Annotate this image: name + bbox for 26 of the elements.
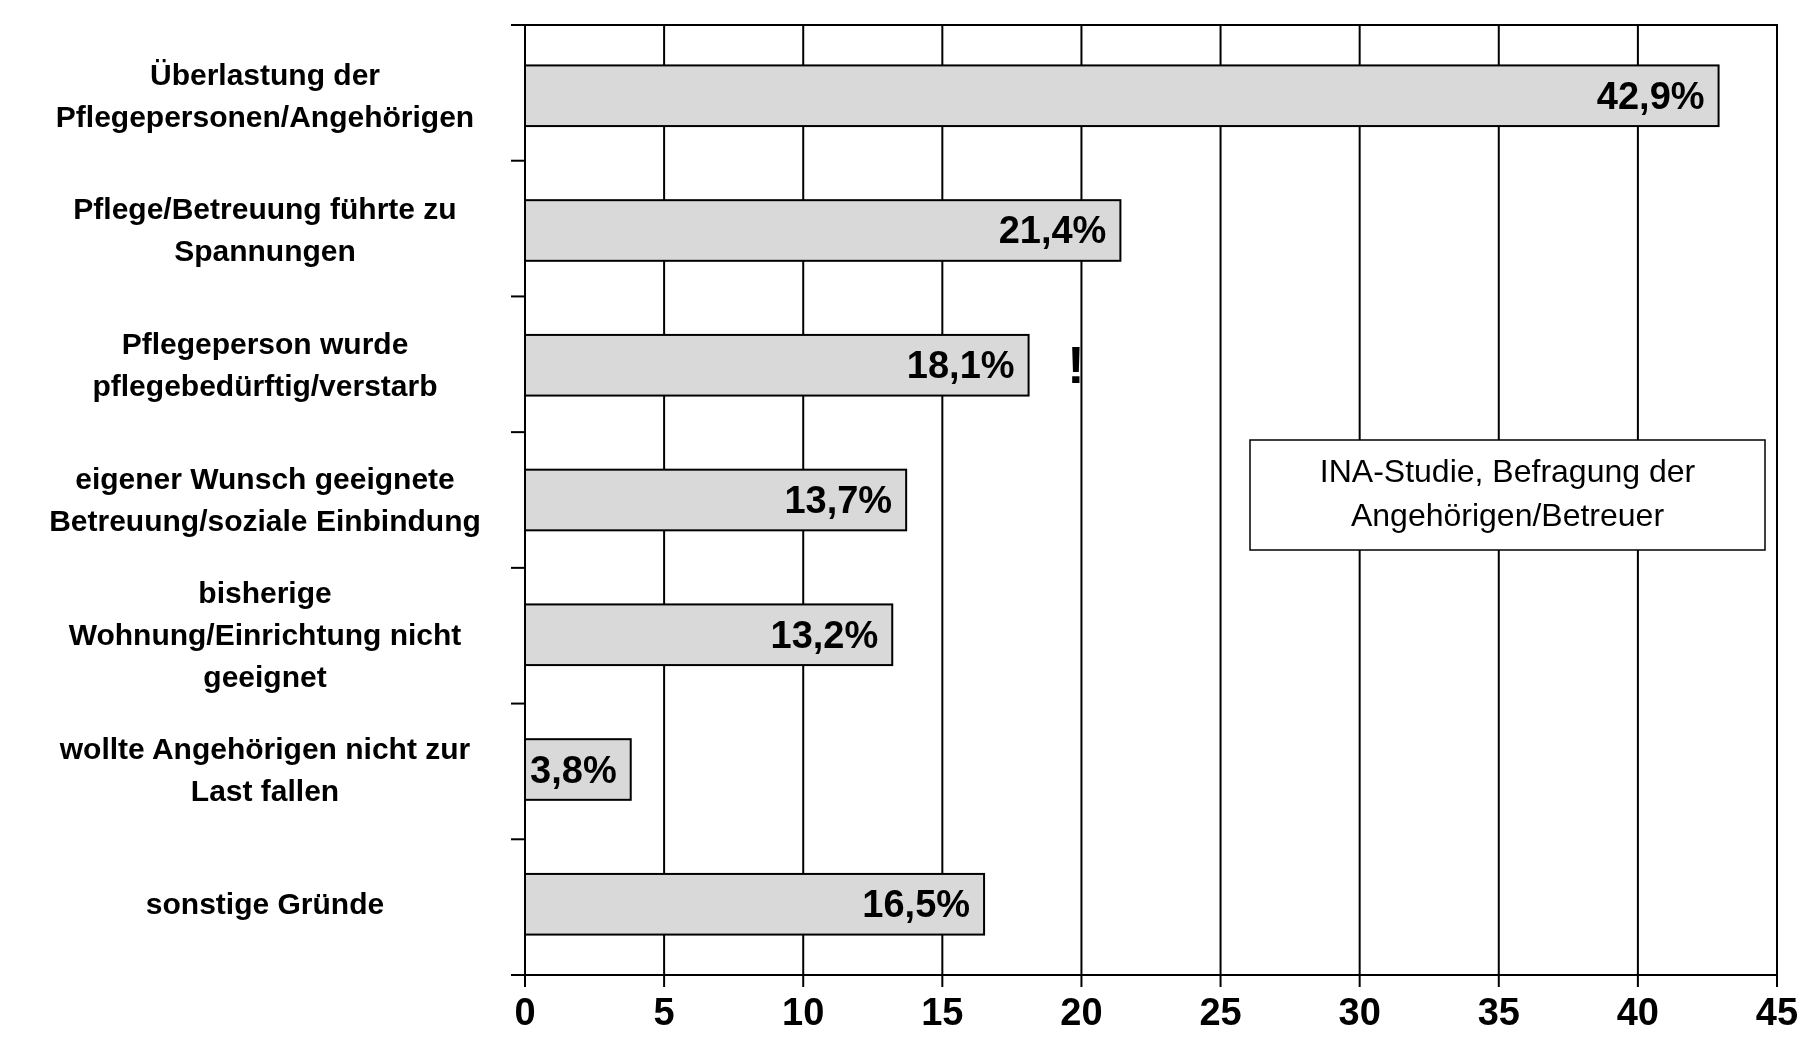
x-tick-label: 5 xyxy=(653,991,675,1033)
y-tick-label: Pflegeperson wurde pflegebedürftig/verstarb xyxy=(92,327,438,403)
annotation: INA-Studie, Befragung der Angehörigen/Betreuer xyxy=(1319,453,1696,533)
x-tick-label: 45 xyxy=(1755,991,1799,1033)
y-tick-label: bisherige Wohnung/Einrichtung nicht geeignet xyxy=(68,575,462,693)
data-label: 42,9% xyxy=(1596,74,1705,117)
data-label: 13,2% xyxy=(770,613,879,656)
data-label: 16,5% xyxy=(862,883,971,926)
x-tick-label: 25 xyxy=(1199,991,1242,1033)
annotation: ! xyxy=(1067,336,1085,395)
data-label: 18,1% xyxy=(906,344,1015,387)
data-label: 3,8% xyxy=(530,748,617,791)
data-label: 13,7% xyxy=(784,479,893,521)
y-tick-label: Pflege/Betreuung führte zu Spannungen xyxy=(73,192,457,268)
x-tick-label: 30 xyxy=(1338,991,1381,1033)
x-tick-label: 40 xyxy=(1616,991,1660,1033)
x-tick-label: 35 xyxy=(1477,991,1520,1033)
y-tick-label: sonstige Gründe xyxy=(145,887,385,921)
x-tick-label: 10 xyxy=(782,991,825,1033)
x-tick-label: 20 xyxy=(1060,991,1103,1033)
x-tick-label: 0 xyxy=(514,991,536,1033)
y-tick-label: Überlastung der Pflegepersonen/Angehörigen xyxy=(55,57,475,133)
x-tick-label: 15 xyxy=(921,991,964,1033)
y-tick-label: wollte Angehörigen nicht zur Last fallen xyxy=(58,731,471,807)
y-tick-label: eigener Wunsch geeignete Betreuung/soziale Einbindung xyxy=(49,462,481,537)
data-label: 21,4% xyxy=(998,209,1107,252)
